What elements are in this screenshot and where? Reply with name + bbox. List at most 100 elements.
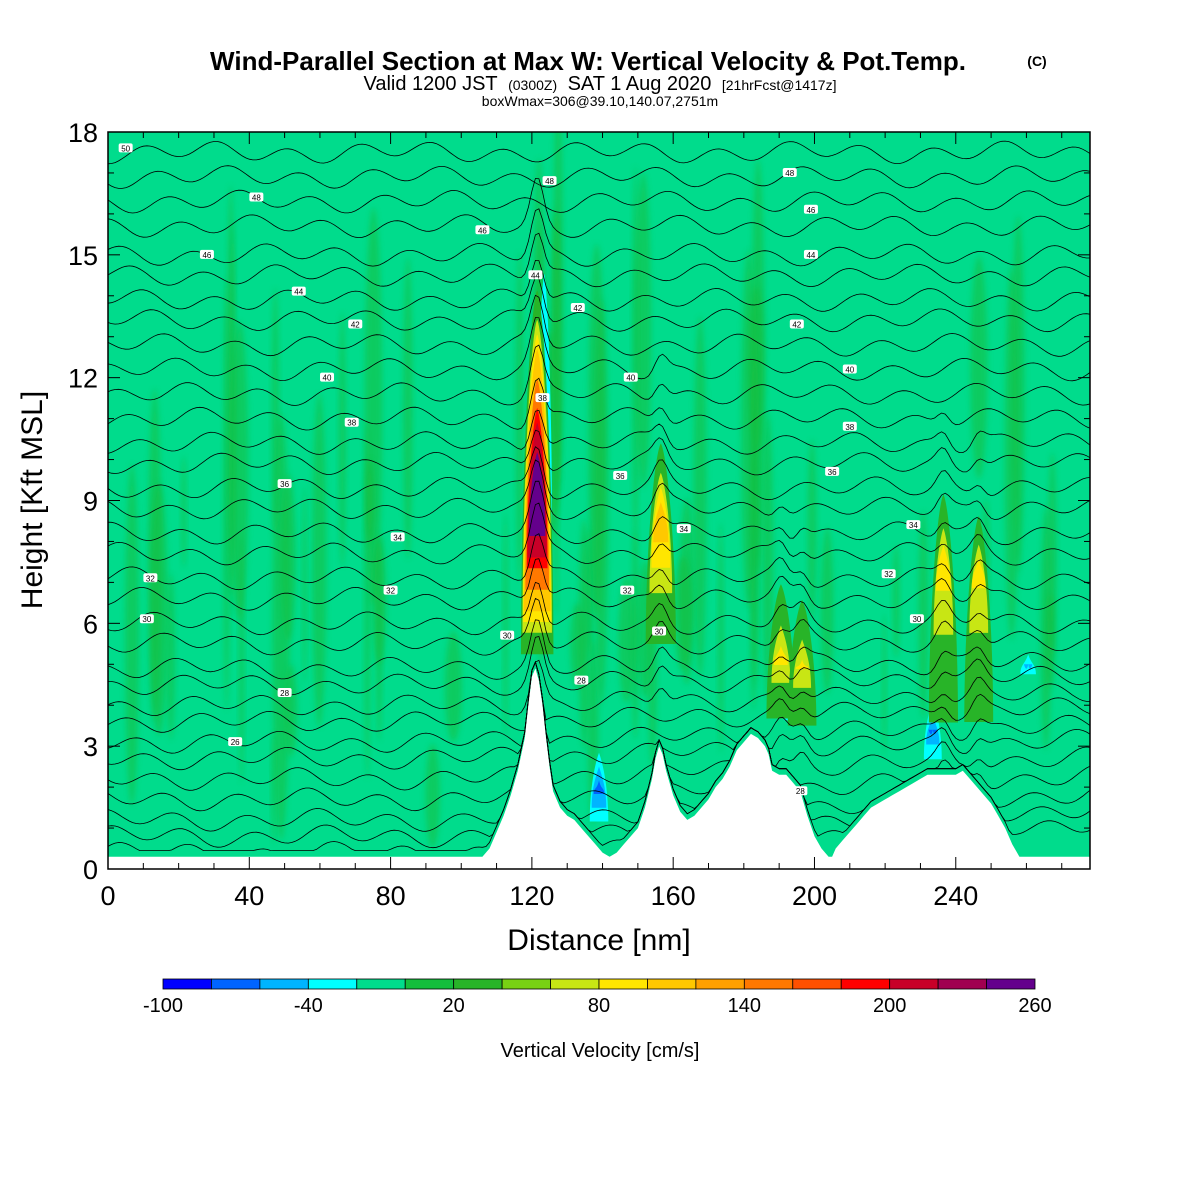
colorbar-tick-label: -100: [143, 995, 183, 1017]
weak-updraft-streak: [882, 612, 887, 756]
contour-label: 30: [652, 626, 667, 637]
contour-label: 50: [118, 143, 133, 153]
colorbar-swatch: [453, 978, 503, 990]
contour-label-text: 38: [347, 419, 356, 428]
weak-updraft-streak: [1004, 267, 1019, 641]
contour-label: 38: [535, 393, 550, 403]
contour-label-text: 34: [679, 525, 688, 534]
contour-label-text: 32: [386, 587, 395, 596]
colorbar-labels: -100 -40 20 80 140 200 260: [143, 995, 1052, 1017]
chart-subtitle: Valid 1200 JST (0300Z) SAT 1 Aug 2020 [2…: [364, 73, 837, 95]
theta-contour-line: [108, 459, 1090, 520]
contour-label-text: 38: [845, 423, 854, 432]
x-tick-label: 0: [100, 881, 115, 911]
weak-updraft-streak: [594, 298, 609, 706]
contour-label-background: [320, 372, 335, 382]
x-tick-label: 120: [509, 881, 554, 911]
weak-updraft-streak: [807, 439, 817, 620]
x-tick-label: 200: [792, 881, 837, 911]
contour-label-background: [344, 417, 359, 427]
weak-updraft-streak: [181, 455, 187, 569]
theta-contour-line: [108, 558, 1090, 611]
theta-contour-line: [108, 659, 1090, 717]
colorbar-swatch: [211, 978, 261, 990]
contour-label-background: [143, 573, 158, 583]
contour-label: 38: [842, 421, 857, 432]
contour-label: 36: [277, 479, 292, 489]
theta-contour-line: [108, 344, 1090, 406]
weak-updraft-streak: [281, 473, 296, 642]
colorbar-title: Vertical Velocity [cm/s]: [501, 1040, 700, 1062]
updraft-contour: [971, 558, 986, 589]
terrain-shape: [108, 668, 1090, 869]
contour-label-background: [542, 176, 557, 186]
theta-contour-line: [108, 429, 1090, 476]
contour-label-background: [199, 249, 214, 259]
downdraft-contour: [1023, 664, 1033, 669]
contour-label: 40: [320, 372, 335, 383]
contour-label: 44: [528, 270, 543, 280]
contour-label-text: 28: [577, 677, 586, 686]
y-tick-label: 6: [83, 609, 98, 639]
contour-label-background: [881, 569, 896, 579]
contour-label-background: [228, 737, 243, 747]
weak-updraft-streak: [553, 203, 559, 617]
contour-label-background: [909, 614, 924, 624]
colorbar-swatch: [259, 978, 309, 990]
colorbar-swatch: [162, 978, 212, 990]
colorbar-swatch: [889, 978, 939, 990]
contour-label-text: 48: [545, 177, 554, 186]
x-tick-label: 80: [376, 881, 406, 911]
contour-label-text: 40: [845, 365, 854, 374]
contour-label-text: 46: [202, 251, 211, 260]
y-tick-labels: 0 3 6 9 12 15 18: [68, 118, 98, 885]
weak-updraft-streak: [751, 354, 759, 686]
contour-label-text: 42: [351, 320, 360, 329]
contour-label-background: [842, 364, 857, 374]
contour-label: 42: [570, 303, 585, 313]
y-tick-label: 12: [68, 364, 98, 394]
theta-contour-line: [108, 581, 1090, 636]
contour-label-background: [291, 286, 306, 296]
contour-label-text: 32: [146, 574, 155, 583]
weak-updraft-streak: [693, 315, 707, 678]
updraft-contour: [774, 645, 788, 666]
colorbar-swatch: [501, 978, 551, 990]
x-tick-label: 40: [234, 881, 264, 911]
x-tick-label: 240: [933, 881, 978, 911]
contour-label-background: [383, 585, 398, 595]
theta-contour-line: [108, 661, 1090, 771]
contour-label: 46: [475, 225, 490, 235]
colorbar-swatch: [840, 978, 891, 990]
contour-label-background: [277, 687, 292, 697]
contour-label-background: [249, 192, 264, 202]
contour-label-background: [574, 675, 589, 685]
contour-label-background: [842, 421, 857, 431]
theta-contour-line: [108, 636, 1090, 696]
theta-contour-line: [108, 377, 1090, 431]
contour-label-text: 38: [538, 394, 547, 403]
theta-contour-line: [108, 317, 1090, 382]
contour-label-text: 46: [806, 206, 815, 215]
x-tick-label: 160: [651, 881, 696, 911]
weak-updraft-streak: [718, 522, 724, 753]
contour-label-background: [613, 470, 628, 480]
boxwmax-label: boxWmax=306@39.10,140.07,2751m: [482, 93, 718, 109]
contour-label: 32: [143, 573, 158, 583]
contour-label-text: 30: [503, 632, 512, 641]
contour-label-text: 46: [478, 226, 487, 235]
contour-label-text: 34: [393, 533, 402, 542]
contour-label: 40: [623, 372, 638, 383]
weak-updraft-streak: [271, 732, 276, 845]
contour-label-text: 36: [616, 472, 625, 481]
weak-updraft-streak: [970, 256, 988, 479]
contour-label-text: 42: [573, 304, 582, 313]
weak-updraft-streak: [820, 527, 834, 694]
weak-updraft-streak: [618, 576, 635, 703]
theta-contour-line: [108, 189, 1090, 214]
colorbar-swatch: [937, 978, 987, 990]
y-tick-label: 18: [68, 118, 98, 148]
contour-label-background: [652, 626, 667, 636]
weak-updraft-streak: [365, 458, 375, 544]
contour-label-text: 32: [884, 570, 893, 579]
